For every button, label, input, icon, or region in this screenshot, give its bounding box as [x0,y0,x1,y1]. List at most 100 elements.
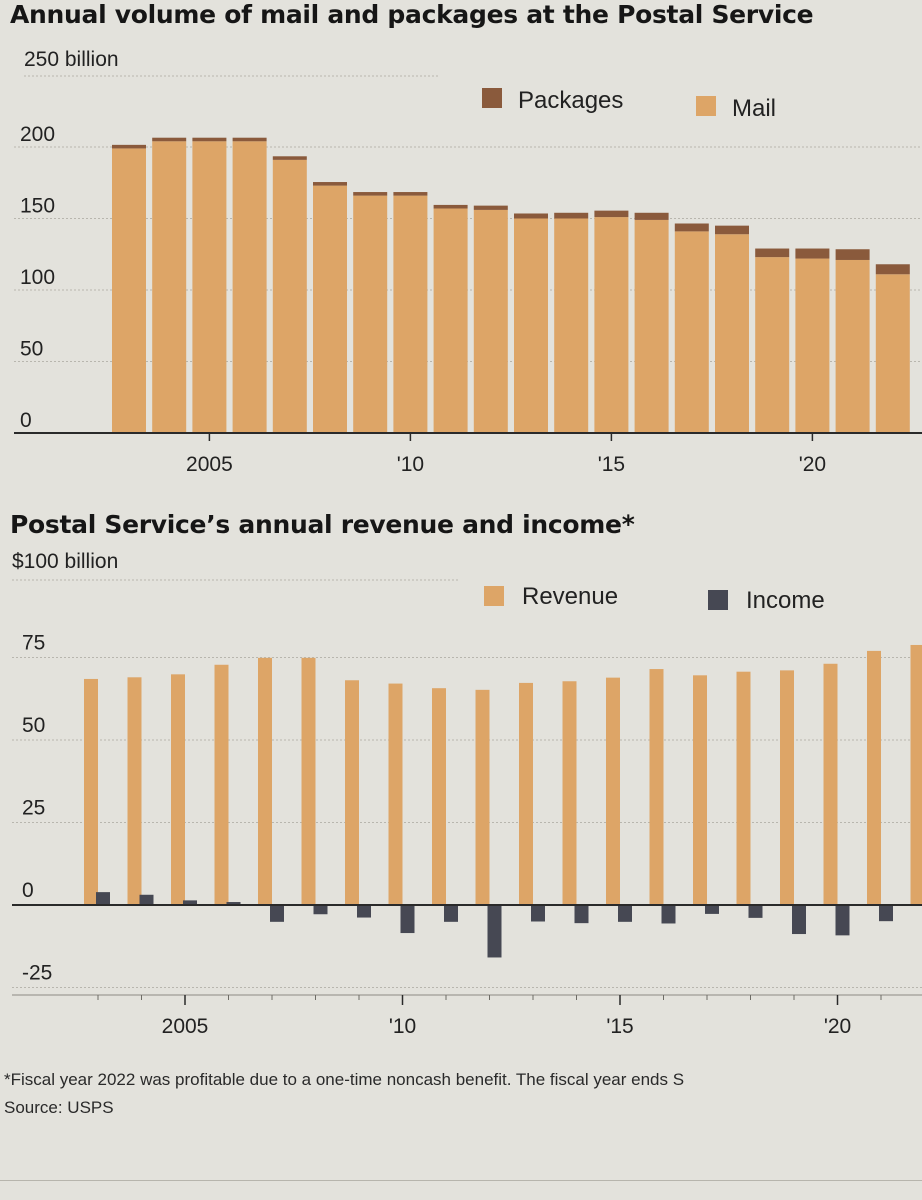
chart2-bar-income [748,905,763,918]
footnote: *Fiscal year 2022 was profitable due to … [4,1070,685,1089]
chart1-bar-packages [875,264,910,275]
chart2-bar-income [357,905,371,918]
chart2-title: Postal Service’s annual revenue and inco… [10,510,635,539]
chart2-bar-revenue [562,681,577,905]
chart2-bar-revenue [345,680,359,905]
chart1-bar-mail [152,141,187,433]
chart2-bar-revenue [301,657,316,905]
chart2-bar-income [661,905,676,924]
chart2-y-tick-label: 25 [22,797,45,820]
chart2-y-tick-label: 50 [22,714,45,737]
chart2-bar-income [183,900,197,905]
chart2-bar-revenue [388,683,403,905]
chart2-bar-revenue [780,670,794,905]
chart2-bar-revenue [258,657,272,905]
chart1-bar-mail [192,141,227,433]
chart2-x-tick-label: '10 [389,1015,416,1038]
chart1-bar-mail [473,209,508,433]
chart2-bar-revenue [606,677,620,905]
chart1-bar-packages [232,137,267,142]
chart1-bar-packages [715,225,749,235]
chart2-bar-revenue [649,669,664,905]
chart1-bar-mail [755,257,790,433]
chart2-bar-income [444,905,458,922]
chart1-bar-packages [272,156,307,160]
chart1-bar-packages [473,205,508,210]
chart1-x-tick-label: '20 [799,453,826,476]
chart2-bar-revenue [214,664,229,905]
chart2-bar-revenue [127,677,142,905]
chart2-bar-revenue [84,678,98,905]
chart1-legend-label-packages: Packages [518,87,623,114]
chart2-bar-income [792,905,806,935]
chart2-bar-income [618,905,632,922]
chart1-bar-mail [715,234,749,433]
chart1-y-tick-label: 0 [20,409,32,432]
chart1-bar-packages [112,144,146,149]
chart1-bar-mail [313,185,347,433]
chart1-plot: 250 billion 0 50 100 150 200 2005 '10 '15 '20 Pack… [14,48,922,476]
chart1-bar-mail [272,159,307,433]
chart1-x-tick-label: '15 [598,453,625,476]
chart2-bar-income [226,902,241,905]
chart2-bar-revenue [519,682,533,905]
source-note: Source: USPS [4,1098,114,1117]
chart1-title: Annual volume of mail and packages at th… [10,0,814,29]
chart2-bar-revenue [171,674,185,905]
chart1-bar-mail [393,195,428,433]
chart1-bar-packages [795,248,830,259]
chart2-y-tick-label: -25 [22,962,52,985]
chart1-bar-mail [232,141,267,433]
chart1-x-tick-label: 2005 [186,453,233,476]
chart2-bar-revenue [736,671,751,905]
chart2-x-tick-label: '20 [824,1015,851,1038]
chart2-bar-revenue [432,688,446,905]
chart1-legend-label-mail: Mail [732,95,776,122]
chart1-bar-packages [393,192,428,196]
chart1-y-tick-label: 50 [20,338,43,361]
chart1-bar-packages [554,212,589,219]
chart2-bar-revenue [693,675,707,905]
chart2-legend-swatch-revenue [484,586,504,606]
chart1-bar-mail [634,219,669,433]
chart1-bar-packages [152,137,187,142]
chart1-bar-mail [554,218,589,433]
chart2-bar-revenue [867,650,881,905]
chart1-y-tick-label: 150 [20,195,55,218]
chart2-bar-income [879,905,893,922]
chart1-bar-packages [674,223,709,232]
chart2-x-tick-label: '15 [606,1015,633,1038]
chart1-bar-mail [795,258,830,433]
chart2-legend-label-revenue: Revenue [522,583,618,610]
chart1-bar-packages [433,204,468,209]
chart1-bar-packages [353,192,388,196]
chart1-legend-swatch-packages [482,88,502,108]
chart2-plot: $100 billion -25 0 25 50 75 2005 '10 '15 '20 Reven… [12,550,922,1038]
chart2-legend-label-income: Income [746,587,825,614]
chart1-bar-packages [594,210,629,218]
chart2-bar-income [270,905,284,922]
chart1-bar-packages [634,212,669,220]
chart2-bar-income [531,905,545,922]
chart1-bar-packages [192,137,227,142]
chart1-unit-label: 250 billion [24,48,119,71]
chart1-bar-packages [313,182,347,186]
chart2-bar-income [487,905,502,958]
chart2-bar-income [96,892,110,905]
chart1-bar-mail [594,217,629,433]
chart1-bar-mail [112,148,146,433]
chart2-bar-income [574,905,589,924]
chart1-bar-packages [835,249,870,260]
chart2-bar-income [705,905,719,914]
chart2-bar-revenue [823,663,838,905]
chart2-y-tick-label: 75 [22,632,45,655]
chart2-unit-label: $100 billion [12,550,118,573]
chart2-bar-income [400,905,415,934]
chart2-bar-revenue [475,689,490,905]
chart1-x-tick-label: '10 [397,453,424,476]
chart1-bar-packages [514,213,548,219]
bottom-rule [0,1180,922,1181]
chart2-legend-swatch-income [708,590,728,610]
chart1-bar-packages [755,248,790,258]
chart1-bar-mail [835,259,870,433]
